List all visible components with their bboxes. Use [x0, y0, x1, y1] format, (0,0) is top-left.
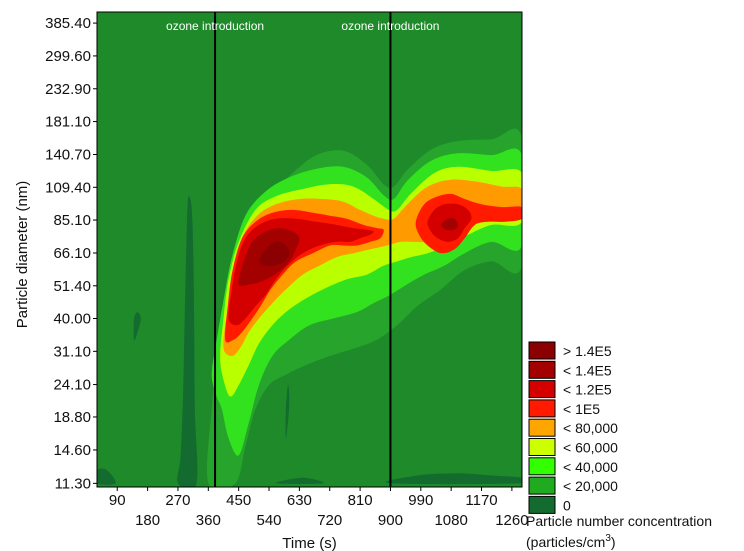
- x-tick-label: 540: [257, 512, 282, 529]
- contour-level-0-12: [133, 312, 141, 341]
- x-tick-label: 270: [165, 492, 190, 509]
- x-tick-label: 1260: [495, 512, 528, 529]
- legend-item-label: < 40,000: [563, 459, 618, 475]
- contour-level-0-11: [177, 196, 198, 487]
- ozone-label-2: ozone introduction: [341, 19, 439, 33]
- legend-item-label: < 1E5: [563, 401, 600, 417]
- y-axis-label: Particle diameter (nm): [14, 181, 31, 329]
- contour-level-0-16: [285, 384, 290, 439]
- legend-item-label: 0: [563, 497, 571, 513]
- y-tick-label: 181.10: [45, 114, 91, 131]
- y-tick-label: 51.40: [53, 278, 91, 295]
- legend-title-line2: (particles/cm3): [526, 533, 616, 550]
- legend-title-line1: Particle number concentration: [526, 513, 712, 529]
- legend-item-label: > 1.4E5: [563, 343, 612, 359]
- legend-swatch: [528, 476, 556, 495]
- axes: 11.30 14.60 18.80 24.10 31.10 40.00 51.40 66.10…: [14, 11, 529, 551]
- y-tick-label: 140.70: [45, 146, 91, 163]
- y-tick-label: 299.60: [45, 48, 91, 65]
- x-axis-label: Time (s): [282, 535, 336, 551]
- contour-level-0-14: [275, 477, 324, 485]
- y-tick-label: 66.10: [53, 245, 91, 262]
- y-tick-label: 18.80: [53, 409, 91, 426]
- x-tick-label: 990: [408, 492, 433, 509]
- x-tick-label: 90: [109, 492, 126, 509]
- legend-swatch: [528, 495, 556, 514]
- legend-item-label: < 1.4E5: [563, 362, 612, 378]
- contour-level-7-9: [440, 217, 458, 231]
- y-tick-label: 385.40: [45, 15, 91, 32]
- y-tick-label: 109.40: [45, 179, 91, 196]
- contour-level-0-13: [97, 468, 116, 485]
- legend-swatch: [528, 380, 556, 399]
- legend-swatch: [528, 438, 556, 456]
- x-tick-label: 180: [135, 512, 160, 529]
- ozone-annotations: ozone introduction ozone introduction: [166, 12, 439, 487]
- legend-item-label: < 80,000: [563, 420, 618, 436]
- x-tick-label: 360: [196, 512, 221, 529]
- legend-swatch: [528, 418, 556, 437]
- legend: > 1.4E5 < 1.4E5 < 1.2E5 < 1E5 < 80,000 < 60,0…: [526, 341, 712, 550]
- y-tick-label: 11.30: [55, 475, 91, 492]
- heatmap-contours: [97, 128, 522, 487]
- x-tick-label: 900: [378, 512, 403, 529]
- y-tick-label: 85.10: [53, 212, 91, 229]
- contour-level-8-10: [258, 241, 290, 267]
- legend-item-label: < 20,000: [563, 478, 618, 494]
- plot-frame: [96, 11, 523, 488]
- x-tick-label: 450: [226, 492, 251, 509]
- legend-swatch: [528, 341, 556, 360]
- legend-swatch: [528, 360, 556, 379]
- contour-level-0-15: [385, 473, 522, 485]
- y-tick-label: 24.10: [53, 377, 91, 394]
- x-tick-label: 1080: [434, 512, 467, 529]
- legend-swatch: [528, 457, 556, 476]
- y-tick-label: 40.00: [53, 311, 91, 328]
- y-tick-label: 14.60: [53, 442, 91, 459]
- y-tick-label: 232.90: [45, 81, 91, 98]
- legend-item-label: < 60,000: [563, 440, 618, 456]
- ozone-label-1: ozone introduction: [166, 19, 264, 33]
- y-tick-label: 31.10: [53, 343, 91, 360]
- x-tick-label: 1170: [465, 492, 497, 509]
- x-tick-label: 720: [317, 512, 342, 529]
- legend-swatch: [528, 399, 556, 418]
- x-tick-label: 630: [287, 492, 312, 509]
- legend-item-label: < 1.2E5: [563, 382, 612, 398]
- x-tick-label: 810: [348, 492, 373, 509]
